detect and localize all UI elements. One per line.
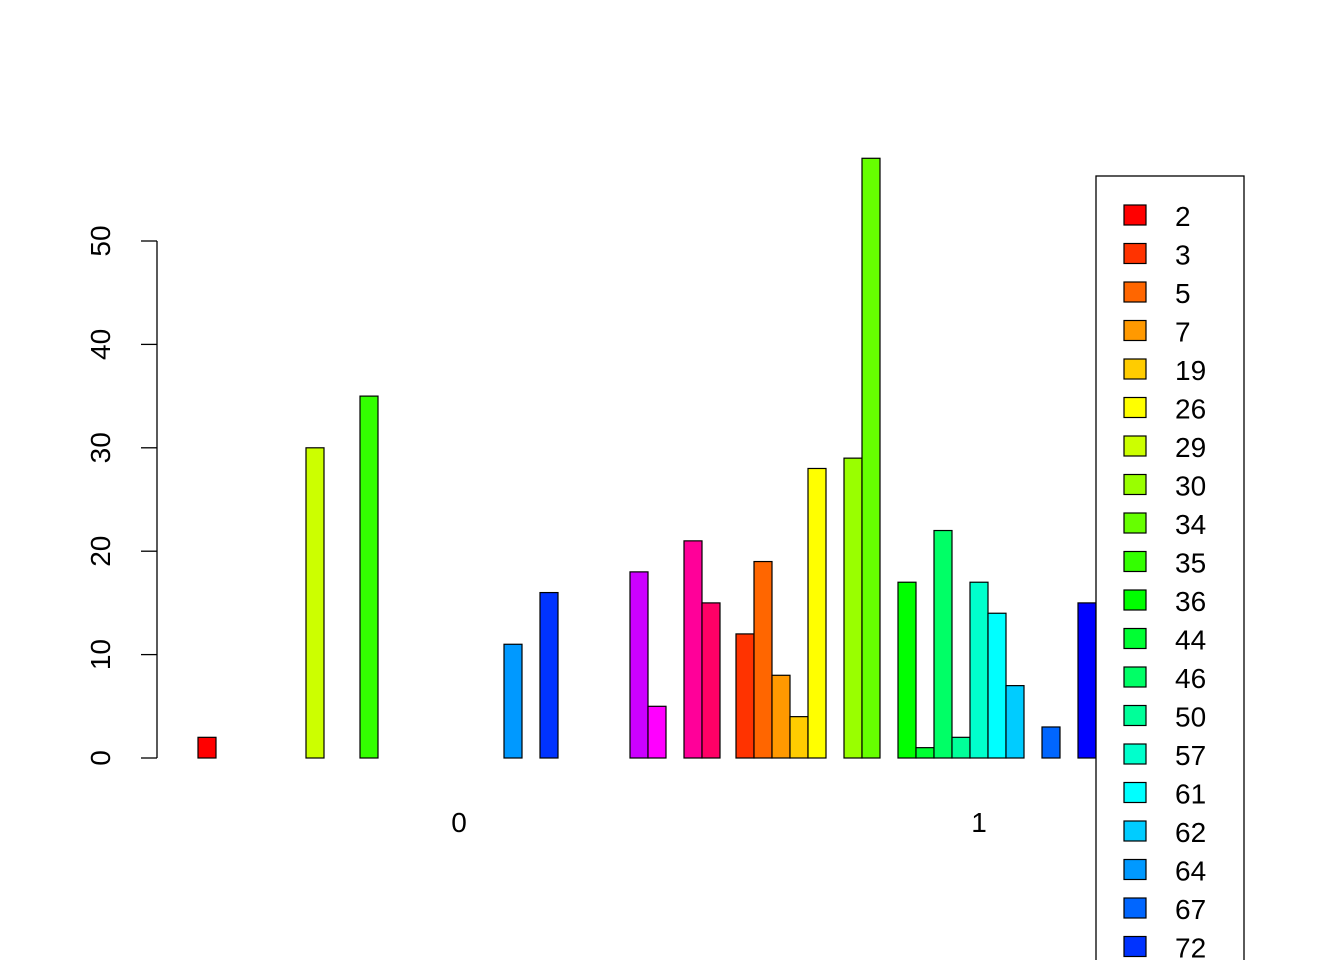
legend-label: 61 [1175, 779, 1206, 810]
legend-swatch [1123, 704, 1147, 727]
legend-swatch [1123, 858, 1147, 881]
y-axis: 0 10 20 30 40 50 [85, 225, 158, 766]
legend-label: 62 [1175, 817, 1206, 848]
bar-61-cat-1 [987, 612, 1007, 759]
y-tick-label: 20 [85, 536, 116, 567]
legend-label: 19 [1175, 355, 1206, 386]
y-tick-label: 40 [85, 329, 116, 360]
bar-3-cat-1 [735, 633, 755, 759]
legend-label: 44 [1175, 625, 1206, 656]
legend-label: 30 [1175, 471, 1206, 502]
legend-swatch [1123, 204, 1147, 226]
legend-swatch [1123, 512, 1147, 534]
legend-swatch [1123, 897, 1147, 919]
bar-series-20-cat-1 [1077, 602, 1097, 759]
bar-series-24-cat-0 [629, 571, 649, 759]
legend-label: 36 [1175, 586, 1206, 617]
legend-swatch [1123, 435, 1147, 457]
legend-label: 26 [1175, 394, 1206, 425]
bar-series-28-cat-0 [701, 602, 721, 759]
legend-swatch [1123, 666, 1147, 688]
legend-swatch [1123, 743, 1147, 765]
legend-swatch [1123, 319, 1147, 342]
legend-label: 46 [1175, 663, 1206, 694]
x-tick-label: 0 [451, 807, 467, 838]
bar-2-cat-0 [197, 736, 217, 759]
legend-label: 7 [1175, 317, 1191, 348]
legend-swatch [1123, 473, 1147, 496]
bar-34-cat-1 [861, 157, 881, 759]
bar-5-cat-1 [753, 560, 773, 759]
x-tick-label: 1 [971, 807, 987, 838]
legend-label: 50 [1175, 702, 1206, 733]
legend-swatch [1123, 820, 1147, 842]
bar-72-cat-0 [539, 591, 559, 759]
legend-label: 34 [1175, 509, 1206, 540]
bar-50-cat-1 [951, 736, 971, 759]
bars-layer [197, 157, 1097, 759]
legend-swatch [1123, 589, 1147, 611]
legend-swatch [1123, 550, 1147, 573]
legend-swatch [1123, 781, 1147, 804]
y-tick-label: 10 [85, 639, 116, 670]
legend-label: 2 [1175, 201, 1191, 232]
legend-box [1095, 175, 1245, 960]
y-tick-label: 0 [85, 750, 116, 766]
bar-62-cat-1 [1005, 685, 1025, 759]
bar-series-25-cat-0 [647, 705, 667, 759]
bar-67-cat-1 [1041, 726, 1061, 759]
legend-label: 72 [1175, 933, 1206, 960]
bar-26-cat-1 [807, 467, 827, 759]
legend-swatch [1123, 242, 1147, 265]
legend-swatch [1123, 358, 1147, 380]
legend-swatch [1123, 396, 1147, 419]
y-tick-label: 30 [85, 432, 116, 463]
bar-57-cat-1 [969, 581, 989, 759]
legend-label: 67 [1175, 894, 1206, 925]
legend-swatch [1123, 627, 1147, 650]
bar-7-cat-1 [771, 674, 791, 759]
bar-29-cat-0 [305, 447, 325, 759]
bar-44-cat-1 [915, 747, 935, 759]
legend-label: 5 [1175, 278, 1191, 309]
legend-swatch [1123, 281, 1147, 303]
y-tick-label: 50 [85, 225, 116, 256]
bar-series-27-cat-0 [683, 540, 703, 759]
bar-19-cat-1 [789, 716, 809, 759]
bar-64-cat-0 [503, 643, 523, 759]
legend-swatch [1123, 935, 1147, 958]
legend-label: 29 [1175, 432, 1206, 463]
legend-label: 3 [1175, 240, 1191, 271]
legend-label: 64 [1175, 856, 1206, 887]
bar-35-cat-0 [359, 395, 379, 759]
legend-label: 35 [1175, 548, 1206, 579]
bar-46-cat-1 [933, 529, 953, 759]
bar-36-cat-1 [897, 581, 917, 759]
bar-30-cat-1 [843, 457, 863, 759]
legend-label: 57 [1175, 740, 1206, 771]
